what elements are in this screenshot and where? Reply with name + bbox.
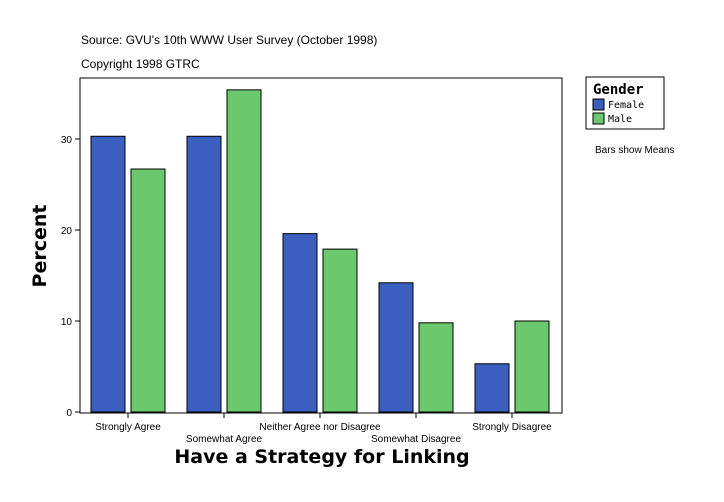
y-tick-label: 20 (61, 226, 73, 237)
x-tick-label: Strongly Disagree (472, 422, 552, 433)
legend-label-female: Female (608, 100, 644, 111)
y-tick-label: 10 (61, 317, 73, 328)
chart-note: Bars show Means (595, 145, 674, 156)
bar-female-2 (282, 233, 318, 413)
legend-swatch-female (592, 98, 605, 111)
x-tick-label: Strongly Agree (95, 422, 161, 433)
bar-female-1 (186, 135, 222, 413)
y-tick-label: 0 (66, 408, 72, 419)
x-tick-label: Neither Agree nor Disagree (259, 422, 381, 433)
chart-title: Source: GVU's 10th WWW User Survey (Octo… (81, 33, 377, 47)
bar-male-0 (130, 168, 166, 413)
bar-female-0 (90, 135, 126, 413)
legend-swatch-male (592, 112, 605, 125)
bar-male-2 (322, 248, 358, 413)
y-axis-label: Percent (29, 205, 51, 288)
bar-female-3 (378, 282, 414, 413)
bar-male-1 (226, 89, 262, 413)
chart-subtitle: Copyright 1998 GTRC (81, 57, 200, 71)
bar-male-4 (514, 320, 550, 413)
y-tick-label: 30 (61, 135, 73, 146)
bar-female-4 (474, 363, 510, 413)
bar-male-3 (418, 322, 454, 413)
legend-title: Gender (593, 82, 644, 98)
x-tick-label: Somewhat Disagree (371, 434, 461, 445)
x-axis-label: Have a Strategy for Linking (174, 446, 469, 468)
x-tick-label: Somewhat Agree (186, 434, 263, 445)
legend-label-male: Male (608, 114, 632, 125)
